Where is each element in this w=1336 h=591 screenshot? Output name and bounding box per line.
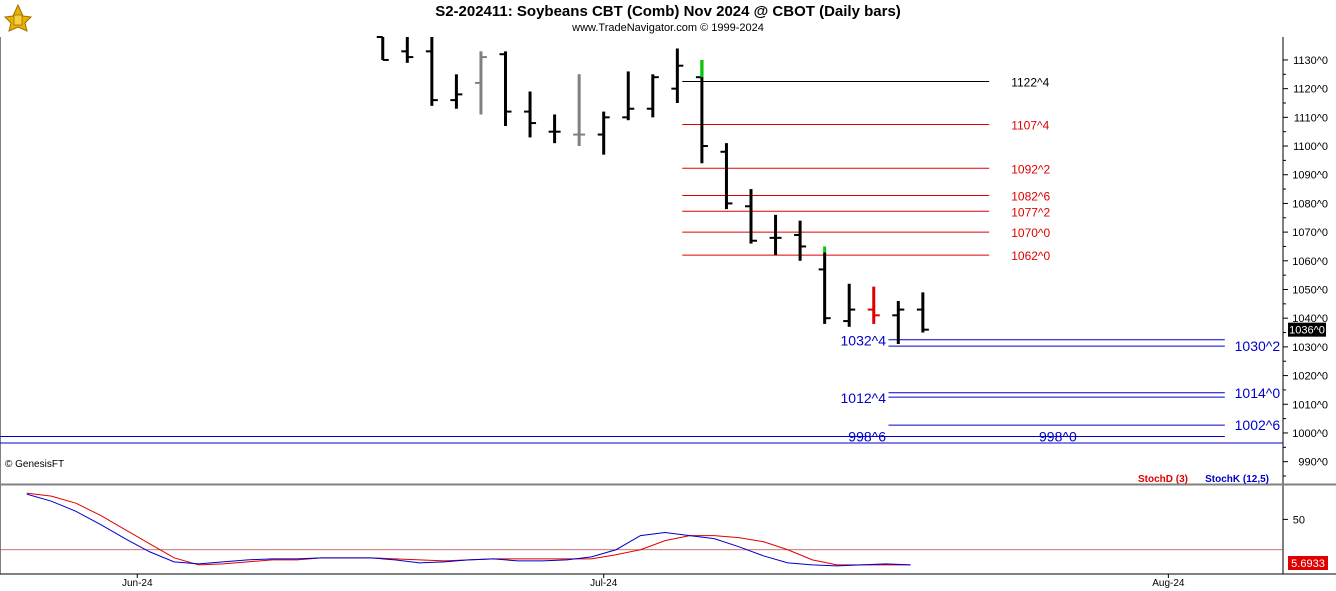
price-axis: 1130^0 1120^0 1110^0 1100^0 1090^0 1080^0 1070… [1283, 55, 1328, 477]
level-label: 1062^0 [1011, 249, 1050, 263]
stoch-k-line [26, 493, 911, 567]
level-label: 1032^4 [841, 333, 887, 349]
legend-stoch-d: StochD (3) [1138, 474, 1188, 485]
level-label: 1092^2 [1011, 162, 1050, 176]
price-tick-label: 990^0 [1298, 457, 1328, 469]
price-tick-label: 1050^0 [1292, 284, 1328, 296]
chart-subtitle: www.TradeNavigator.com © 1999-2024 [572, 22, 764, 34]
level-label: 998^6 [848, 429, 886, 445]
price-tick-label: 1010^0 [1292, 399, 1328, 411]
price-tick-label: 1130^0 [1293, 55, 1328, 67]
copyright-label: © GenesisFT [5, 459, 64, 470]
chart-header: S2-202411: Soybeans CBT (Comb) Nov 2024 … [0, 0, 1336, 37]
date-tick-label: Aug-24 [1152, 578, 1185, 589]
level-label: 1030^2 [1235, 338, 1281, 354]
level-label: 1014^0 [1235, 385, 1281, 401]
price-tick-label: 1100^0 [1293, 141, 1328, 153]
chart-title: S2-202411: Soybeans CBT (Comb) Nov 2024 … [435, 3, 901, 20]
price-tick-label: 1040^0 [1292, 313, 1328, 325]
stoch-value-badge [1288, 556, 1328, 570]
legend-stoch-k: StochK (12,5) [1205, 474, 1269, 485]
price-tick-label: 1110^0 [1294, 112, 1328, 124]
price-tick-label: 1060^0 [1292, 256, 1328, 268]
date-axis: Jun-24 Jul-24 Aug-24 [122, 574, 1185, 589]
level-label: 1122^4 [1011, 75, 1049, 89]
level-label: 1002^6 [1235, 417, 1281, 433]
price-tick-label: 1000^0 [1292, 428, 1328, 440]
stoch-tick-label: 50 [1293, 514, 1305, 526]
price-tick-label: 1080^0 [1292, 198, 1328, 210]
price-tick-label: 1090^0 [1292, 170, 1328, 182]
price-tick-label: 1030^0 [1292, 342, 1328, 354]
trade-navigator-logo-icon [3, 3, 33, 32]
level-label: 998^0 [1039, 429, 1077, 445]
date-tick-label: Jul-24 [590, 578, 618, 589]
level-label: 1077^2 [1011, 205, 1050, 219]
stoch-value-label: 5.6933 [1291, 558, 1325, 570]
price-tick-label: 1120^0 [1293, 84, 1328, 96]
price-bars [376, 36, 929, 345]
chart-frame [0, 37, 1336, 591]
last-price-label: 1036^0 [1289, 325, 1325, 337]
last-price-badge [1288, 322, 1326, 337]
price-tick-label: 1020^0 [1292, 371, 1328, 383]
level-label: 1070^0 [1011, 226, 1050, 240]
date-tick-label: Jun-24 [122, 578, 153, 589]
level-label: 1107^4 [1011, 119, 1049, 133]
level-label: 1012^4 [841, 390, 887, 406]
chart-background [0, 37, 1336, 591]
stochastic-panel: 50 5.6933 [0, 492, 1328, 570]
price-tick-label: 1070^0 [1292, 227, 1328, 239]
level-label: 1082^6 [1011, 190, 1050, 204]
